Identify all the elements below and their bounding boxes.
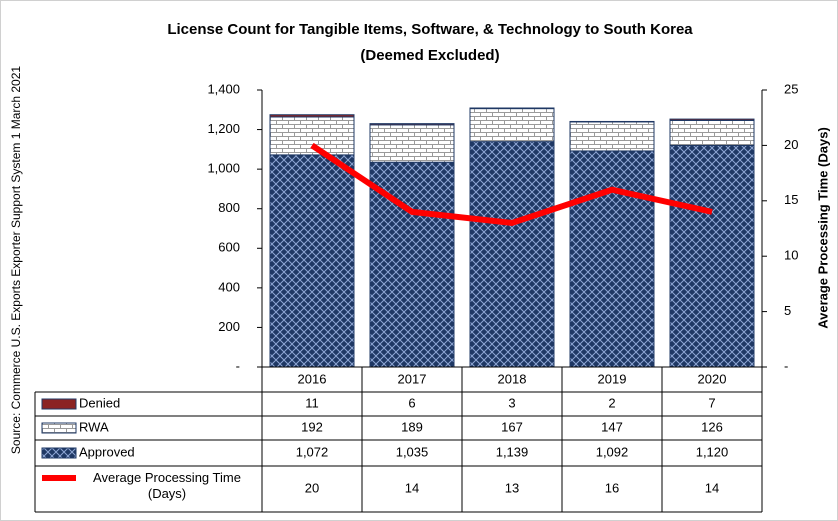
y2-tick-label: - [784,358,788,373]
y2-tick-label: 10 [784,248,798,263]
legend-label-box: Average Processing Time (Days) [93,470,241,501]
table-value: 189 [401,419,423,434]
y-tick-label: 1,000 [207,161,240,176]
legend-label: Average Processing Time (Days) [93,470,241,501]
table-value: 1,035 [396,444,429,459]
x-tick-label: 2017 [398,371,427,386]
y2-tick-label: 25 [784,81,798,96]
x-tick-label: 2020 [698,371,727,386]
table-value: 3 [508,395,515,410]
legend-label: Approved [79,444,135,459]
bar-segment [669,118,755,121]
table-value: 1,120 [696,444,729,459]
y-tick-label: 600 [218,240,240,255]
x-tick-label: 2016 [298,371,327,386]
table-value: 20 [305,480,319,495]
legend-swatch [41,447,77,459]
table-value: 192 [301,419,323,434]
y2-tick-label: 15 [784,192,798,207]
bar-segment [469,107,555,110]
y-tick-label: 1,400 [207,81,240,96]
legend-swatch [41,398,77,410]
bar-segment [369,123,455,126]
table-value: 14 [705,480,719,495]
bar-segment [569,150,655,368]
table-value: 13 [505,480,519,495]
x-tick-label: 2019 [598,371,627,386]
y-tick-label: 1,200 [207,121,240,136]
table-value: 6 [408,395,415,410]
y2-tick-label: 5 [784,303,791,318]
y-tick-label: 400 [218,279,240,294]
legend-swatch [41,422,77,434]
table-value: 11 [305,395,319,410]
table-value: 2 [608,395,615,410]
table-value: 16 [605,480,619,495]
table-value: 167 [501,419,523,434]
bar-segment [269,114,355,118]
bar-segment [469,108,555,143]
table-value: 1,139 [496,444,529,459]
bar-segment [669,144,755,368]
table-value: 126 [701,419,723,434]
legend-label: RWA [79,419,109,434]
bar-segment [269,116,355,156]
x-tick-label: 2018 [498,371,527,386]
table-value: 14 [405,480,419,495]
legend-label: Denied [79,395,120,410]
line-series [310,142,713,226]
y2-axis-title: Average Processing Time (Days) [815,127,830,329]
chart-subtitle: (Deemed Excluded) [360,47,499,64]
table-value: 1,072 [296,444,329,459]
chart-title: License Count for Tangible Items, Softwa… [167,21,693,38]
bar-segment [669,119,755,146]
bar-segment [269,154,355,368]
bar-segment [569,121,655,152]
y-tick-label: 800 [218,200,240,215]
y-tick-label: 200 [218,319,240,334]
table-value: 1,092 [596,444,629,459]
y-tick-label: - [236,358,240,373]
table-value: 147 [601,419,623,434]
y2-tick-label: 20 [784,137,798,152]
bar-segment [469,141,555,368]
source-note: Source: Commerce U.S. Exports Exporter S… [9,66,23,454]
bar-segment [369,124,455,163]
table-value: 7 [708,395,715,410]
